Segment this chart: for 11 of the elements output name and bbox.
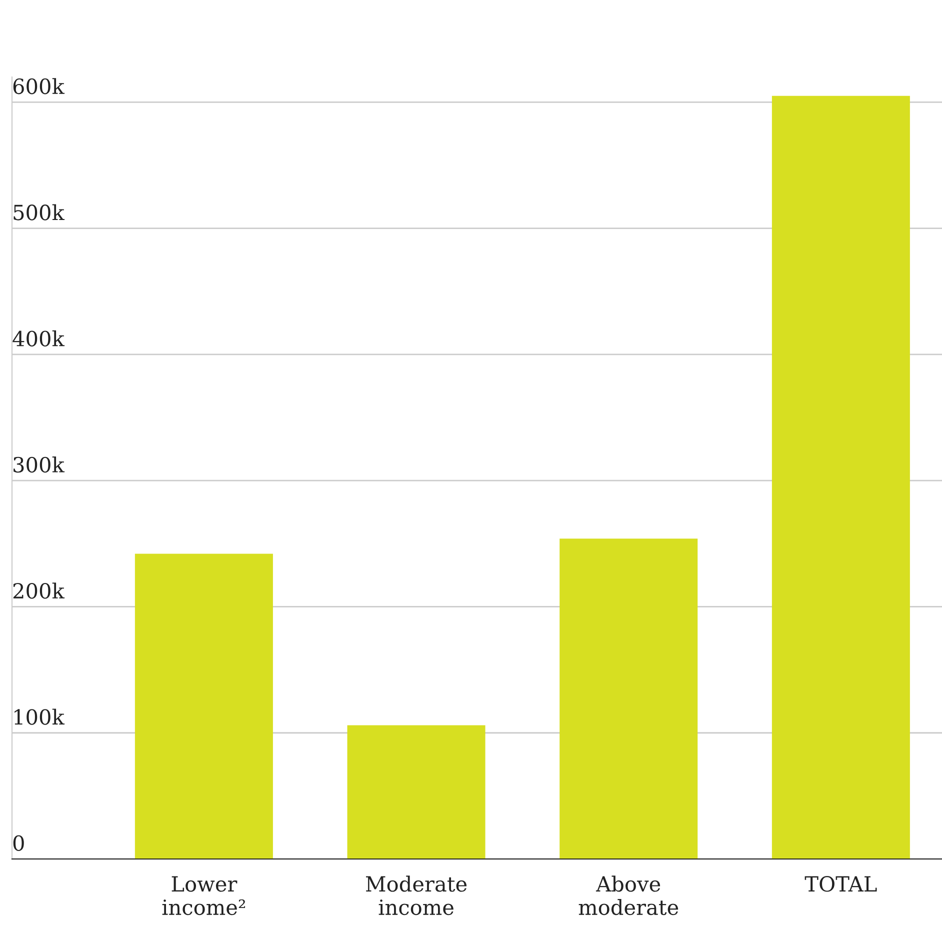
y-tick-label: 0 [13, 835, 24, 851]
y-tick-label: 500k [14, 204, 65, 220]
x-tick-label: Moderate income [366, 876, 467, 916]
y-tick-label: 200k [13, 582, 65, 599]
x-tick-label: Lower income² [162, 876, 245, 916]
y-tick-label: 400k [12, 330, 65, 346]
y-tick-label: 600k [13, 78, 65, 94]
x-tick-label: Above moderate [578, 876, 678, 916]
y-tick-label: 300k [14, 456, 65, 473]
y-tick-label: 100k [14, 708, 65, 725]
x-tick-label: TOTAL [804, 876, 877, 892]
